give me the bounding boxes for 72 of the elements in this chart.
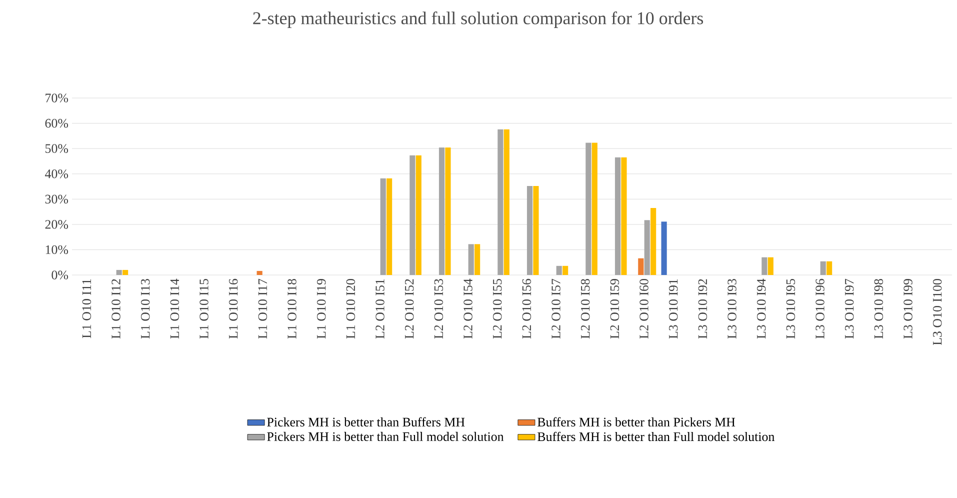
x-tick-label: L3 O10 I92 <box>698 279 708 339</box>
x-tick-label: L2 O10 I59 <box>610 279 620 339</box>
bar <box>474 244 480 275</box>
chart-title: 2-step matheuristics and full solution comparison for 10 orders <box>253 12 704 28</box>
bar <box>504 129 510 275</box>
x-tick-label: L1 O10 I15 <box>200 279 208 339</box>
y-tick-label: 10% <box>46 245 68 254</box>
x-tick-label: L1 O10 I12 <box>112 279 120 339</box>
y-tick-label: 70% <box>46 94 68 102</box>
y-tick-label: 20% <box>45 220 68 229</box>
bar <box>526 186 533 275</box>
bar <box>380 178 386 275</box>
bar <box>820 261 826 275</box>
legend-label: Buffers MH is better than Full model solution <box>538 432 774 442</box>
y-tick-label: 60% <box>45 118 68 128</box>
legend-label: Pickers MH is better than Full model solution <box>267 432 504 442</box>
y-tick-label: 0% <box>52 270 68 280</box>
x-tick-label: L1 O10 I11 <box>82 279 92 338</box>
legend-label: Pickers MH is better than Buffers MH <box>267 417 465 426</box>
bar <box>445 148 451 275</box>
x-tick-label: L2 O10 I55 <box>492 279 502 339</box>
x-tick-label: L1 O10 I18 <box>288 279 296 339</box>
bar <box>592 142 598 275</box>
bar <box>498 129 504 275</box>
x-tick-label: L3 O10 I98 <box>874 279 884 339</box>
x-tick-label: L3 O10 I96 <box>816 278 824 339</box>
bar <box>416 155 422 275</box>
bar <box>256 270 262 275</box>
bar <box>438 148 445 275</box>
y-tick-label: 50% <box>45 144 68 153</box>
bar <box>533 186 539 275</box>
bar <box>826 261 832 275</box>
x-tick-label: L1 O10 I16 <box>228 278 238 339</box>
bar <box>562 266 568 275</box>
bar <box>638 258 644 275</box>
y-tick-label: 40% <box>44 169 68 178</box>
bar <box>644 220 650 275</box>
bar <box>122 270 128 275</box>
x-tick-label: L3 O10 I95 <box>786 279 796 339</box>
x-tick-label: L2 O10 I56 <box>522 278 532 339</box>
bar <box>614 157 621 275</box>
x-tick-label: L3 O10 I94 <box>756 278 766 339</box>
bar <box>468 244 474 275</box>
x-tick-label: L1 O10 I13 <box>140 279 150 339</box>
bar <box>762 257 768 275</box>
x-tick-label: L1 O10 I17 <box>258 278 268 339</box>
bar <box>661 222 667 275</box>
bar <box>410 155 416 275</box>
x-tick-label: L3 O10 I97 <box>844 278 854 339</box>
x-tick-label: L3 O10 I93 <box>728 279 736 339</box>
bar <box>650 208 656 275</box>
x-tick-label: L2 O10 I54 <box>464 278 472 339</box>
x-tick-label: L3 O10 I91 <box>668 279 678 339</box>
y-tick-label: 30% <box>45 194 68 204</box>
legend-label: Buffers MH is better than Pickers MH <box>538 417 736 426</box>
bar <box>621 157 627 275</box>
x-tick-label: L1 O10 I14 <box>170 278 180 339</box>
bar <box>556 266 562 275</box>
bar <box>116 270 122 275</box>
x-tick-label: L2 O10 I52 <box>404 279 414 339</box>
x-tick-label: L3 O10 I100 <box>932 279 942 346</box>
x-tick-label: L2 O10 I57 <box>552 278 560 339</box>
x-tick-label: L2 O10 I53 <box>434 279 444 339</box>
x-tick-label: L2 O10 I60 <box>640 279 648 339</box>
x-tick-label: L1 O10 I19 <box>316 279 326 339</box>
x-tick-label: L1 O10 I20 <box>346 279 356 339</box>
bar <box>386 178 392 275</box>
bar <box>586 142 592 275</box>
bar <box>768 257 774 275</box>
x-tick-label: L2 O10 I58 <box>580 279 590 339</box>
x-tick-label: L3 O10 I99 <box>904 279 912 339</box>
x-tick-label: L2 O10 I51 <box>376 279 384 339</box>
